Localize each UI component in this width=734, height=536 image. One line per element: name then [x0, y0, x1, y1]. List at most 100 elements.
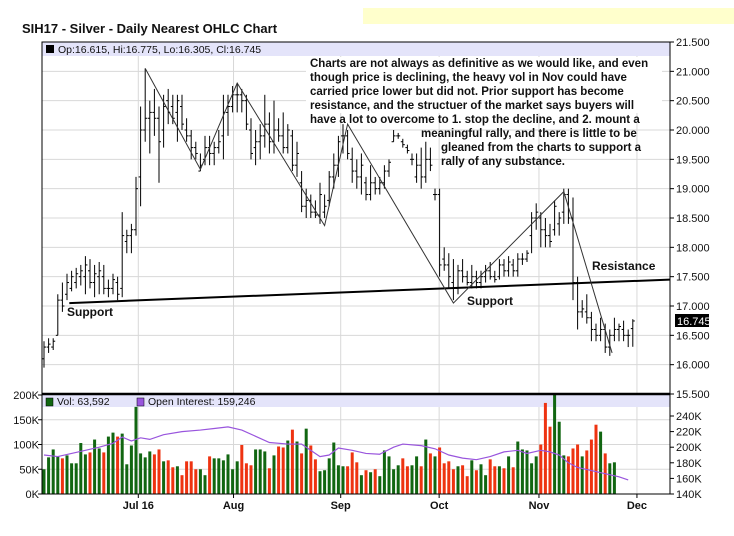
ohlc-bar: [373, 176, 378, 195]
ohlc-bar: [538, 212, 543, 248]
ohlc-bar: [249, 118, 253, 160]
volume-bar: [562, 455, 566, 494]
ohlc-bar: [74, 267, 79, 289]
volume-bar: [571, 448, 575, 494]
ohlc-bar: [65, 273, 69, 301]
volume-bar: [488, 459, 492, 494]
oi-tick-label: 220K: [676, 427, 702, 439]
ohlc-bar: [442, 247, 447, 271]
commentary-line: carried price lower but did not. Prior s…: [310, 86, 624, 98]
open-interest-line: [43, 426, 629, 481]
ohlc-bar: [575, 276, 580, 330]
ohlc-bar: [83, 256, 88, 295]
volume-bar: [474, 470, 478, 494]
date-tick-label: Aug: [223, 500, 244, 512]
volume-bar: [97, 448, 101, 494]
ohlc-bar: [42, 341, 46, 368]
ohlc-bar: [60, 282, 65, 312]
volume-bar: [599, 431, 603, 494]
volume-bar: [120, 433, 124, 494]
ohlc-bar: [465, 270, 470, 286]
date-tick-label: Oct: [430, 500, 449, 512]
ohlc-bar: [212, 141, 217, 166]
ohlc-bar: [580, 300, 585, 318]
price-tick-label: 15.500: [676, 389, 710, 401]
ohlc-bar: [612, 317, 617, 342]
ohlc-bar: [364, 176, 368, 201]
ohlc-bar: [253, 130, 258, 166]
ohlc-bar: [55, 294, 60, 336]
ohlc-bar: [92, 264, 97, 298]
price-tick-label: 17.500: [676, 272, 710, 284]
oi-tick-label: 240K: [676, 411, 702, 423]
ohlc-bar: [262, 94, 267, 148]
price-tick-label: 20.000: [676, 125, 710, 137]
volume-bar: [180, 475, 184, 494]
volume-bar: [387, 456, 391, 494]
volume-bar: [281, 447, 285, 494]
ohlc-bar: [166, 88, 171, 125]
ohlc-bar: [423, 141, 428, 183]
volume-bar: [507, 456, 511, 494]
ohlc-bar: [88, 259, 92, 289]
ohlc-bar: [571, 197, 575, 301]
volume-bar: [125, 464, 129, 494]
ohlc-bar: [598, 317, 603, 342]
volume-bar: [539, 444, 543, 494]
volume-bar: [359, 475, 363, 494]
volume-bar: [350, 452, 354, 494]
volume-bar: [162, 461, 166, 494]
volume-bar: [566, 456, 570, 494]
volume-bar: [185, 461, 189, 494]
ohlc-bar: [594, 323, 598, 342]
ohlc-bar: [414, 153, 419, 183]
volume-bar: [139, 453, 143, 494]
volume-bar: [497, 466, 501, 494]
volume-bar: [465, 476, 469, 494]
support-label: Support: [467, 294, 513, 308]
ohlc-bar: [327, 171, 332, 207]
ohlc-bar: [143, 68, 148, 142]
ohlc-bar: [382, 165, 387, 189]
volume-bar: [244, 463, 248, 494]
oi-tick-label: 180K: [676, 458, 702, 470]
volume-bar: [249, 465, 253, 494]
ohlc-bar: [101, 264, 106, 295]
ohlc-legend: Op:16.615, Hi:16.775, Lo:16.305, Cl:16.7…: [58, 44, 261, 56]
ohlc-bar: [529, 212, 534, 254]
volume-bar: [134, 406, 138, 494]
volume-bar: [194, 469, 198, 494]
ohlc-bar: [437, 188, 442, 277]
volume-bar: [51, 449, 55, 494]
volume-bar: [589, 439, 593, 494]
commentary-line: gleaned from the charts to support a: [441, 142, 642, 154]
ohlc-bar: [138, 106, 143, 207]
volume-bar: [226, 454, 230, 494]
ohlc-bar: [239, 88, 244, 113]
volume-bar: [198, 469, 202, 494]
volume-bar: [410, 465, 414, 494]
volume-bar: [415, 456, 419, 494]
volume-bar: [520, 449, 524, 494]
volume-bar: [74, 463, 78, 494]
volume-bar: [442, 463, 446, 494]
price-tick-label: 18.500: [676, 213, 710, 225]
volume-bar: [116, 436, 120, 494]
ohlc-bar: [51, 338, 56, 350]
volume-bar: [461, 465, 465, 494]
volume-bar: [557, 421, 561, 494]
volume-bar: [106, 436, 110, 494]
volume-bar: [424, 439, 428, 494]
volume-bar: [263, 451, 267, 494]
volume-bar: [378, 476, 382, 494]
ohlc-bar: [69, 270, 74, 292]
ohlc-bar: [548, 223, 552, 248]
ohlc-bar: [387, 159, 391, 177]
volume-bar: [525, 450, 529, 494]
ohlc-bar: [111, 273, 115, 295]
volume-bar: [493, 466, 497, 494]
volume-bar: [428, 453, 432, 494]
volume-bar: [346, 466, 350, 494]
volume-bar: [479, 464, 483, 494]
